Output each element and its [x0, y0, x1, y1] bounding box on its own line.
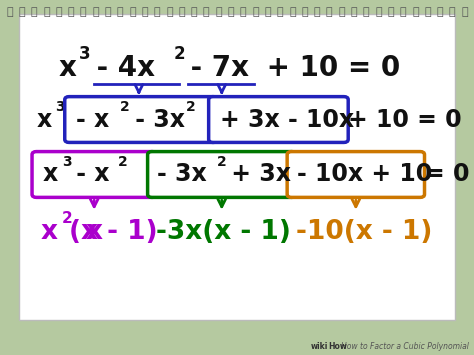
Text: How to Factor a Cubic Polynomial: How to Factor a Cubic Polynomial [341, 342, 469, 351]
Text: ⌒: ⌒ [117, 7, 124, 17]
Text: - x: - x [76, 108, 109, 132]
Text: ⌒: ⌒ [338, 7, 345, 17]
Text: ⌒: ⌒ [449, 7, 456, 17]
Text: 3: 3 [79, 45, 91, 63]
Text: ⌒: ⌒ [301, 7, 308, 17]
Text: ⌒: ⌒ [412, 7, 419, 17]
Text: ⌒: ⌒ [154, 7, 160, 17]
Text: ⌒: ⌒ [31, 7, 37, 17]
Text: ⌒: ⌒ [43, 7, 50, 17]
FancyBboxPatch shape [287, 152, 425, 197]
Text: + 10 = 0: + 10 = 0 [256, 54, 400, 82]
Text: ⌒: ⌒ [350, 7, 357, 17]
Text: = 0: = 0 [425, 163, 469, 186]
FancyBboxPatch shape [32, 152, 156, 197]
Text: x: x [86, 219, 103, 246]
Text: ⌒: ⌒ [203, 7, 210, 17]
Text: ⌒: ⌒ [240, 7, 246, 17]
Text: + 3x - 10x: + 3x - 10x [219, 108, 354, 132]
FancyBboxPatch shape [65, 97, 218, 142]
Text: 2: 2 [186, 100, 196, 114]
Text: - x: - x [68, 163, 110, 186]
Text: ⌒: ⌒ [166, 7, 173, 17]
Text: x: x [41, 219, 58, 246]
Text: ⌒: ⌒ [215, 7, 222, 17]
Text: 3: 3 [55, 100, 64, 114]
Text: How: How [328, 342, 347, 351]
Text: ⌒: ⌒ [129, 7, 136, 17]
Text: 2: 2 [62, 211, 73, 226]
Text: ⌒: ⌒ [264, 7, 271, 17]
Text: ⌒: ⌒ [228, 7, 234, 17]
Text: 3: 3 [62, 155, 71, 169]
Text: ⌒: ⌒ [191, 7, 197, 17]
Text: ⌒: ⌒ [424, 7, 431, 17]
Text: 2: 2 [217, 155, 226, 169]
Text: ⌒: ⌒ [363, 7, 369, 17]
Text: - 7x: - 7x [181, 54, 249, 82]
FancyBboxPatch shape [147, 152, 296, 197]
Text: - 10x + 10: - 10x + 10 [297, 163, 432, 186]
Text: -3x(x - 1): -3x(x - 1) [156, 219, 291, 246]
Text: -10(x - 1): -10(x - 1) [296, 219, 432, 246]
Text: ⌒: ⌒ [277, 7, 283, 17]
Text: ⌒: ⌒ [252, 7, 259, 17]
Text: ⌒: ⌒ [289, 7, 296, 17]
Text: ⌒: ⌒ [387, 7, 394, 17]
Text: ⌒: ⌒ [400, 7, 406, 17]
Text: ⌒: ⌒ [18, 7, 25, 17]
Text: ⌒: ⌒ [92, 7, 99, 17]
Text: ⌒: ⌒ [6, 7, 13, 17]
FancyBboxPatch shape [209, 97, 348, 142]
Text: x: x [58, 54, 76, 82]
Text: 2: 2 [120, 100, 130, 114]
Text: x: x [36, 108, 52, 132]
Text: (x - 1): (x - 1) [69, 219, 158, 246]
Text: ⌒: ⌒ [141, 7, 148, 17]
Text: ⌒: ⌒ [314, 7, 320, 17]
Text: ⌒: ⌒ [375, 7, 382, 17]
Text: ⌒: ⌒ [55, 7, 62, 17]
Text: + 3x: + 3x [223, 163, 291, 186]
Text: - 3x: - 3x [157, 163, 207, 186]
Text: ⌒: ⌒ [326, 7, 333, 17]
Text: ⌒: ⌒ [461, 7, 468, 17]
Text: ⌒: ⌒ [80, 7, 87, 17]
Text: x: x [43, 163, 58, 186]
Text: ⌒: ⌒ [105, 7, 111, 17]
Text: ⌒: ⌒ [178, 7, 185, 17]
Text: ⌒: ⌒ [437, 7, 443, 17]
Text: 2: 2 [174, 45, 185, 63]
Text: - 4x: - 4x [87, 54, 155, 82]
Text: ⌒: ⌒ [68, 7, 74, 17]
Text: 2: 2 [118, 155, 128, 169]
FancyBboxPatch shape [19, 14, 455, 320]
Text: + 10 = 0: + 10 = 0 [348, 108, 462, 132]
Text: wiki: wiki [310, 342, 328, 351]
Text: - 3x: - 3x [127, 108, 185, 132]
